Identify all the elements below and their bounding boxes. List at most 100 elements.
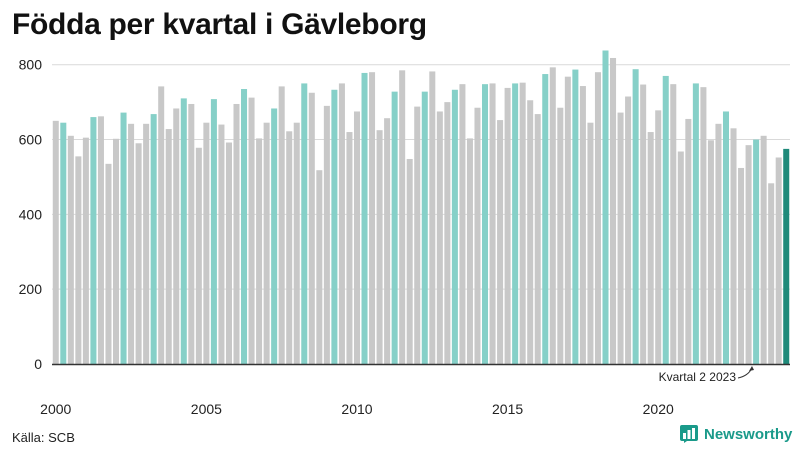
bar (241, 89, 248, 364)
bar (369, 72, 376, 364)
bar (384, 118, 391, 364)
bar (376, 130, 383, 364)
bar (67, 135, 74, 364)
bar (210, 99, 217, 365)
bar (534, 114, 541, 364)
bar (135, 143, 142, 364)
y-tick-label: 0 (34, 356, 42, 372)
bar (489, 83, 496, 364)
y-tick-label: 600 (19, 132, 43, 148)
bar (293, 122, 300, 364)
bar (738, 167, 745, 364)
bar (233, 103, 240, 365)
bar (722, 111, 730, 365)
bar (331, 89, 338, 365)
bar (519, 82, 526, 365)
y-tick-label: 800 (19, 57, 43, 73)
bar (399, 70, 406, 364)
y-tick-label: 200 (19, 281, 43, 297)
bar (587, 122, 594, 364)
bar (625, 96, 632, 364)
bar (158, 86, 165, 364)
bar (120, 112, 127, 364)
x-tick-label: 2000 (40, 401, 71, 417)
bar (670, 84, 677, 364)
bar (512, 83, 519, 364)
bar (640, 84, 647, 364)
bar (301, 83, 308, 364)
bar (52, 120, 59, 364)
x-axis-labels: 2000 2005 2010 2015 2020 (40, 401, 674, 417)
bar (361, 72, 368, 365)
bar (414, 106, 421, 364)
bar (271, 108, 278, 364)
bar (112, 138, 120, 364)
bar (745, 145, 752, 364)
bar (481, 84, 489, 364)
bar (527, 100, 534, 364)
bar (248, 97, 255, 364)
bar (775, 157, 782, 364)
bar (632, 69, 639, 364)
bar (128, 123, 135, 364)
bars (52, 50, 790, 365)
brand-logo: Newsworthy (680, 425, 792, 443)
bar (180, 98, 187, 365)
bar (730, 128, 737, 364)
bar (421, 91, 428, 365)
bar (188, 103, 195, 365)
bar (466, 138, 473, 364)
bar (263, 122, 270, 364)
chart-title: Födda per kvartal i Gävleborg (12, 8, 427, 41)
bar (497, 120, 504, 365)
bar (165, 129, 172, 364)
bar (256, 138, 263, 364)
bar (677, 151, 684, 364)
bar (557, 107, 564, 365)
bar (82, 137, 89, 364)
bar (692, 83, 699, 364)
x-tick-label: 2005 (191, 401, 222, 417)
bar (225, 142, 232, 364)
bar (594, 72, 601, 364)
bar (346, 132, 353, 364)
bar (707, 140, 714, 364)
bar (662, 75, 669, 364)
arrowhead (749, 366, 754, 371)
x-tick-label: 2015 (492, 401, 523, 417)
x-tick-label: 2020 (643, 401, 674, 417)
bar (406, 158, 413, 364)
bar (783, 148, 790, 364)
x-tick-label: 2010 (341, 401, 372, 417)
bar (105, 163, 112, 364)
bar (338, 83, 345, 364)
bar (308, 92, 315, 364)
bar (715, 123, 722, 364)
bar (60, 122, 67, 364)
bar (278, 86, 285, 364)
bar (617, 112, 624, 364)
bar (760, 135, 767, 364)
bar (173, 108, 180, 364)
y-axis-labels: 0 200 400 600 800 (19, 57, 43, 372)
bar (753, 139, 760, 364)
bar (647, 132, 654, 364)
bar (323, 105, 330, 364)
bar (195, 147, 202, 364)
bar (218, 124, 225, 365)
bar (700, 87, 707, 364)
bar (75, 156, 82, 364)
bar (474, 107, 481, 365)
annotation-label: Kvartal 2 2023 (659, 370, 737, 384)
bar (549, 67, 556, 364)
bar (316, 170, 323, 364)
bar (610, 57, 617, 364)
source-note: Källa: SCB (12, 430, 75, 445)
bar (429, 71, 436, 364)
bar (143, 123, 150, 364)
brand-name: Newsworthy (704, 425, 793, 443)
bar (436, 111, 443, 365)
bar (602, 50, 609, 364)
bar (504, 87, 511, 364)
